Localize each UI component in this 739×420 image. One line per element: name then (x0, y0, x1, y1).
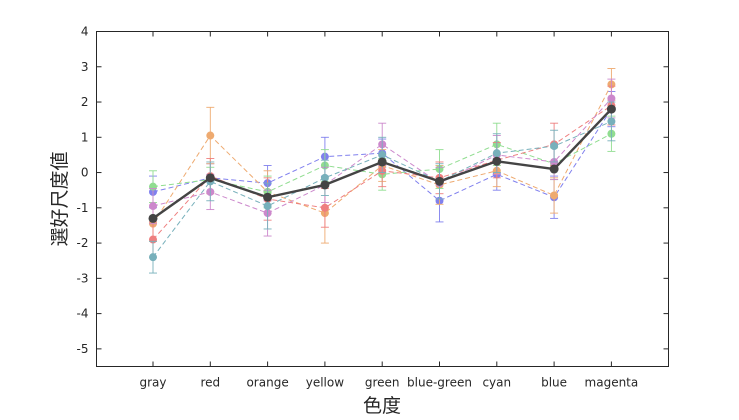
x-tick-label: blue-green (407, 376, 472, 390)
x-tick-label: blue (541, 376, 567, 390)
y-tick-label: 3 (81, 60, 89, 74)
data-point (320, 203, 329, 212)
y-axis: -5 -4 -3 -2 -1 0 1 2 3 4 (77, 25, 669, 356)
y-tick-label: -3 (77, 271, 89, 285)
data-point (320, 173, 329, 182)
data-point (320, 180, 330, 190)
data-point (377, 157, 387, 167)
data-point (492, 156, 502, 166)
data-point (550, 142, 559, 151)
y-tick-label: 2 (81, 95, 89, 109)
y-tick-label: -1 (77, 201, 89, 215)
data-point (148, 213, 158, 223)
x-tick-label: red (200, 376, 220, 390)
plot-area (96, 31, 669, 367)
y-tick-label: 0 (81, 166, 89, 180)
x-tick-label: orange (246, 376, 288, 390)
y-tick-label: -5 (77, 342, 89, 356)
y-axis-title: 選好尺度値 (49, 151, 71, 246)
series-layer (148, 68, 616, 274)
y-tick-label: -4 (77, 307, 89, 321)
x-tick-label: green (365, 376, 400, 390)
data-point (606, 104, 616, 114)
x-axis-title: 色度 (363, 395, 401, 417)
x-tick-label: cyan (482, 376, 511, 390)
x-axis: gray red orange yellow green blue-green cyan bl… (139, 31, 639, 390)
x-tick-label: gray (139, 376, 166, 390)
y-tick-label: 1 (81, 130, 89, 144)
data-point (435, 176, 444, 186)
data-point (550, 191, 559, 200)
series-6 (148, 104, 616, 223)
data-point (149, 202, 157, 211)
data-point (206, 131, 215, 140)
data-point (149, 253, 157, 262)
y-tick-label: 4 (81, 25, 89, 39)
series-line (152, 98, 612, 214)
y-tick-label: -2 (77, 236, 89, 250)
x-tick-label: yellow (306, 376, 344, 390)
data-point (263, 192, 273, 202)
data-point (263, 202, 272, 211)
x-tick-label: magenta (585, 376, 639, 390)
data-point (492, 149, 501, 158)
data-point (549, 164, 559, 174)
data-point (607, 117, 616, 126)
data-point (378, 150, 387, 159)
data-point (205, 173, 215, 183)
data-point (607, 94, 616, 103)
